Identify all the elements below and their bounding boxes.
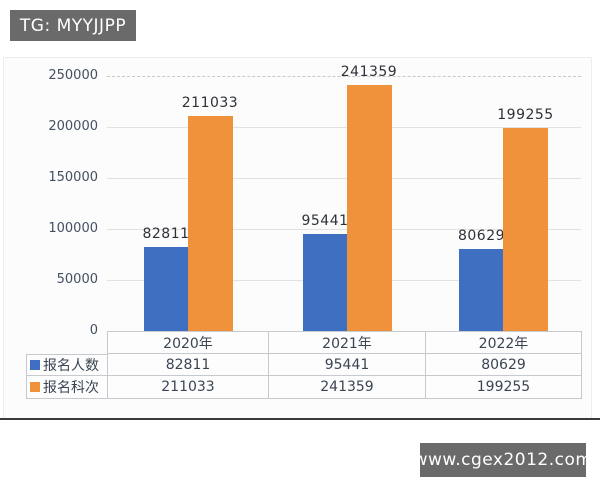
category-label: 2020年 [108, 332, 269, 354]
bar-value-label: 80629 [457, 228, 506, 244]
category-label: 2022年 [426, 332, 582, 354]
bar-value-label: 199255 [497, 107, 554, 123]
table-value-cell: 95441 [269, 354, 426, 376]
series-name: 报名人数 [43, 358, 99, 374]
y-axis-tick-label: 250000 [48, 68, 98, 83]
table-value-cell: 211033 [108, 376, 269, 399]
bar-报名人数-2022年 [459, 249, 503, 331]
gridline [107, 229, 581, 230]
bar-value-label: 211033 [181, 95, 239, 111]
table-value-cell: 82811 [108, 354, 269, 376]
legend-row-header: 报名科次 [27, 376, 108, 399]
bar-报名科次-2021年 [346, 85, 392, 331]
divider-line [0, 418, 600, 420]
x-axis-category-row: 2020年 2021年 2022年 [107, 331, 582, 354]
bar-value-label: 95441 [301, 213, 349, 229]
bar-value-label: 82811 [142, 226, 190, 242]
y-axis-tick-label: 150000 [48, 170, 98, 185]
table-value-cell: 80629 [426, 354, 582, 376]
legend-swatch [30, 360, 40, 370]
series-name: 报名科次 [43, 380, 99, 396]
bar-报名科次-2020年 [187, 116, 233, 331]
y-axis-tick-label: 50000 [56, 272, 98, 287]
bar-报名人数-2021年 [302, 234, 347, 331]
chart-panel: 82811 211033 95441 241359 80629 199255 2020年 2… [3, 57, 592, 418]
tg-watermark: TG: MYYJJPP [10, 10, 136, 41]
gridline [107, 178, 581, 179]
plot-area: 82811 211033 95441 241359 80629 199255 [107, 64, 581, 331]
legend-swatch [30, 382, 40, 392]
bar-value-label: 241359 [340, 64, 398, 80]
table-value-cell: 199255 [426, 376, 582, 399]
category-label: 2021年 [269, 332, 426, 354]
bar-报名科次-2022年 [503, 128, 548, 331]
y-axis-tick-label: 200000 [48, 119, 98, 134]
gridline [107, 76, 581, 77]
y-axis-tick-label: 0 [89, 323, 98, 338]
table-value-cell: 241359 [269, 376, 426, 399]
gridline [107, 127, 581, 128]
legend-row-header: 报名人数 [27, 354, 108, 376]
site-watermark: www.cgex2012.com [414, 443, 592, 477]
y-axis-tick-label: 100000 [48, 221, 98, 236]
data-table: 报名人数 82811 95441 80629 报名科次 211033 241359 19925… [26, 354, 582, 399]
bar-报名人数-2020年 [143, 247, 188, 331]
